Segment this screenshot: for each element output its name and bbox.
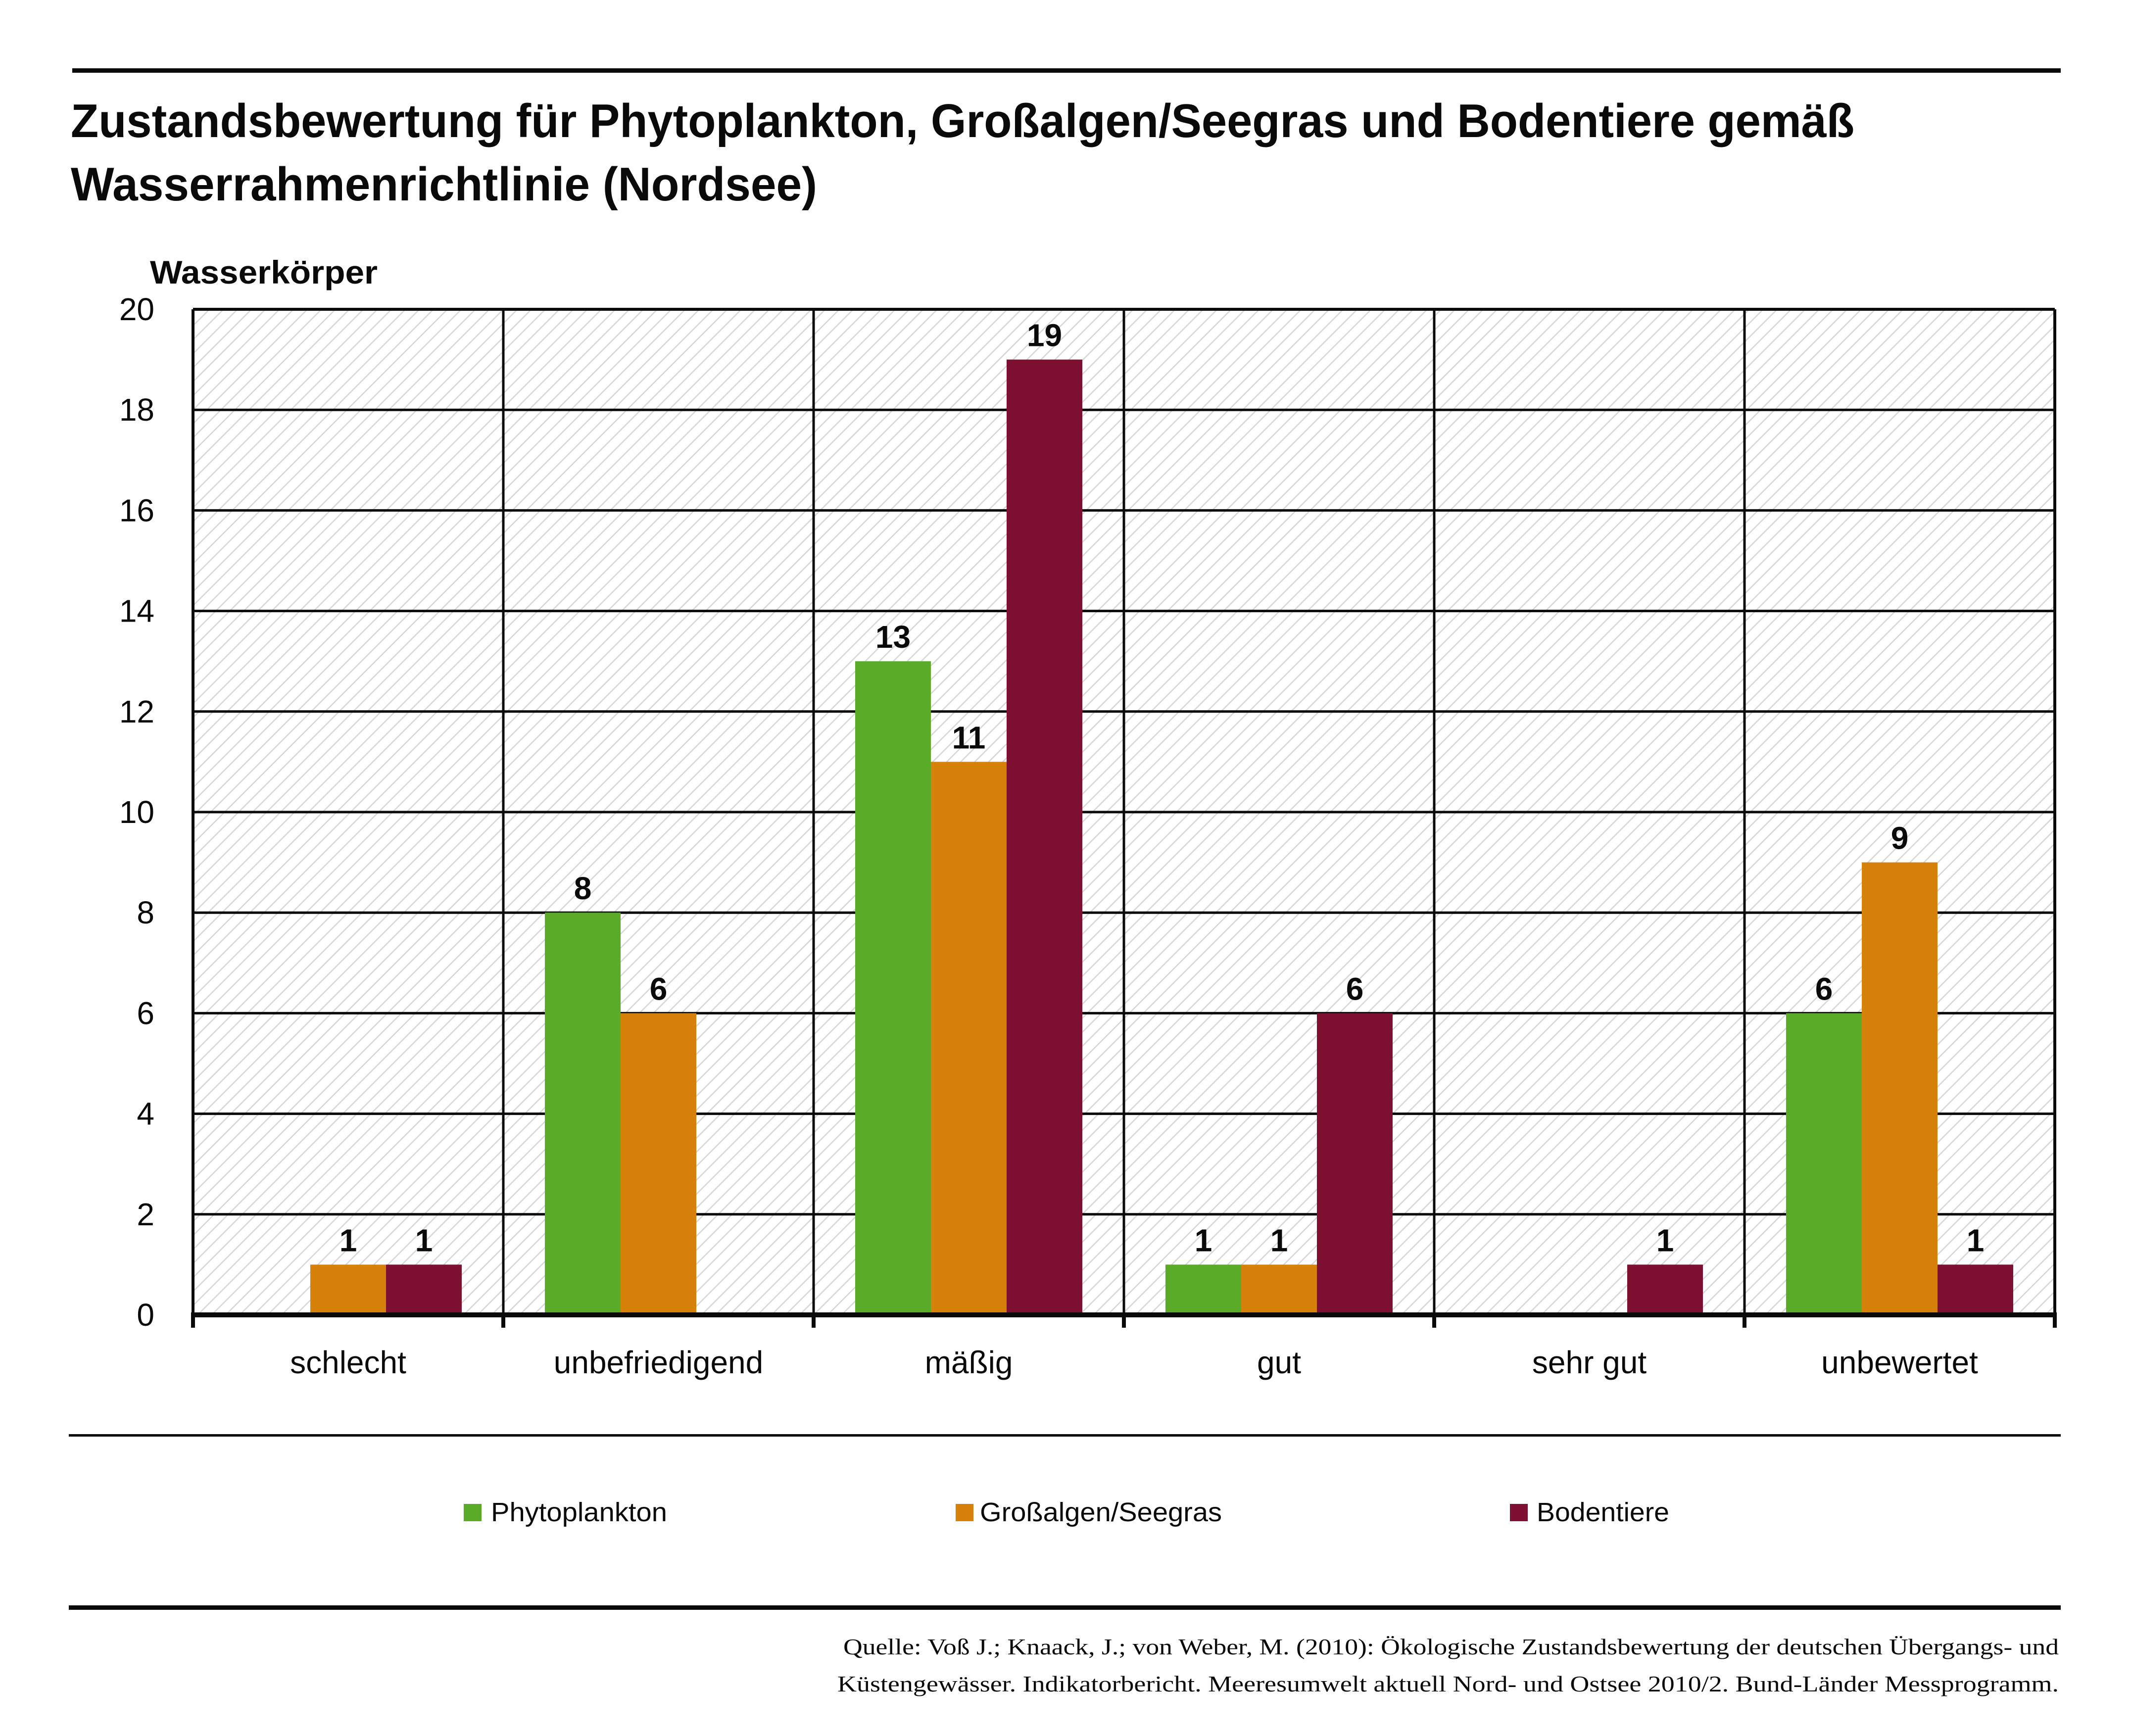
x-tick-label-3: gut	[1257, 1345, 1301, 1380]
x-tick-label-0: schlecht	[290, 1345, 406, 1380]
y-tick-labels: 0 2 4 6 8 10 12 14 16 18 20	[119, 291, 154, 1333]
data-label-grossalgen-0: 1	[339, 1222, 357, 1258]
legend-item-phytoplankton: Phytoplankton	[464, 1497, 667, 1527]
bar-grossalgen-3	[1241, 1264, 1317, 1315]
chart-title-line-1: Zustandsbewertung für Phytoplankton, Gro…	[71, 95, 1854, 147]
y-tick-label-2: 2	[137, 1197, 154, 1232]
legend-swatch-bodentiere	[1510, 1504, 1528, 1521]
legend: Phytoplankton Großalgen/Seegras Bodentie…	[464, 1497, 1669, 1527]
top-rule	[72, 68, 2061, 73]
data-label-phytoplankton-5: 6	[1815, 971, 1833, 1007]
bar-grossalgen-0	[310, 1264, 386, 1315]
bars	[310, 359, 2013, 1315]
bar-phytoplankton-5	[1786, 1013, 1862, 1315]
x-tick-label-1: unbefriedigend	[554, 1345, 763, 1380]
y-tick-label-8: 8	[137, 895, 154, 930]
bar-phytoplankton-1	[545, 913, 621, 1315]
y-tick-label-10: 10	[119, 794, 154, 830]
chart-title-line-2: Wasserrahmenrichtlinie (Nordsee)	[71, 158, 817, 211]
y-tick-label-20: 20	[119, 291, 154, 327]
source-top-rule	[69, 1605, 2061, 1610]
data-label-grossalgen-3: 1	[1270, 1222, 1288, 1258]
legend-item-bodentiere: Bodentiere	[1510, 1497, 1669, 1527]
bar-phytoplankton-2	[855, 661, 931, 1315]
data-label-bodentiere-0: 1	[415, 1222, 433, 1258]
x-tick-label-2: mäßig	[925, 1345, 1013, 1380]
bar-bodentiere-0	[386, 1264, 462, 1315]
data-label-bodentiere-3: 6	[1346, 971, 1364, 1007]
y-axis-label: Wasserkörper	[150, 254, 378, 290]
legend-label-phytoplankton: Phytoplankton	[491, 1497, 667, 1527]
y-tick-label-12: 12	[119, 694, 154, 729]
data-label-bodentiere-4: 1	[1656, 1222, 1674, 1258]
bar-phytoplankton-3	[1165, 1264, 1241, 1315]
y-tick-label-14: 14	[119, 593, 154, 629]
x-tick-label-4: sehr gut	[1532, 1345, 1647, 1380]
bar-bodentiere-2	[1007, 359, 1082, 1315]
data-label-grossalgen-1: 6	[650, 971, 668, 1007]
bar-grossalgen-2	[931, 762, 1007, 1315]
plot-frame	[191, 308, 2057, 1328]
source-line-1: Quelle: Voß J.; Knaack, J.; von Weber, M…	[843, 1634, 2059, 1659]
legend-item-grossalgen-seegras: Großalgen/Seegras	[956, 1497, 1222, 1527]
data-label-bodentiere-5: 1	[1967, 1222, 1985, 1258]
y-tick-label-4: 4	[137, 1096, 154, 1132]
legend-top-rule	[69, 1434, 2061, 1437]
legend-label-grossalgen-seegras: Großalgen/Seegras	[980, 1497, 1222, 1527]
bar-bodentiere-4	[1627, 1264, 1703, 1315]
x-tick-label-5: unbewertet	[1821, 1345, 1978, 1380]
bar-grossalgen-1	[621, 1013, 696, 1315]
y-tick-label-6: 6	[137, 995, 154, 1031]
bar-bodentiere-5	[1938, 1264, 2013, 1315]
data-label-phytoplankton-3: 1	[1195, 1222, 1212, 1258]
bar-grossalgen-5	[1862, 862, 1938, 1315]
y-tick-label-16: 16	[119, 492, 154, 528]
data-label-phytoplankton-1: 8	[574, 870, 592, 906]
legend-swatch-grossalgen-seegras	[956, 1504, 973, 1521]
bar-bodentiere-3	[1317, 1013, 1393, 1315]
data-label-grossalgen-2: 11	[952, 720, 986, 755]
legend-swatch-phytoplankton	[464, 1504, 482, 1521]
legend-label-bodentiere: Bodentiere	[1537, 1497, 1669, 1527]
data-label-phytoplankton-2: 13	[875, 619, 911, 655]
data-label-bodentiere-2: 19	[1027, 318, 1062, 353]
y-tick-label-0: 0	[137, 1297, 154, 1333]
x-tick-labels: schlecht unbefriedigend mäßig gut sehr gut un…	[290, 1345, 1978, 1380]
y-tick-label-18: 18	[119, 392, 154, 428]
data-label-grossalgen-5: 9	[1891, 820, 1909, 856]
source-line-2: Küstengewässer. Indikatorbericht. Meeres…	[837, 1671, 2059, 1696]
